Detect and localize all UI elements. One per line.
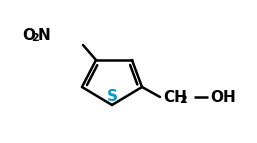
Text: S: S — [106, 89, 117, 104]
Text: O: O — [22, 27, 35, 42]
Text: N: N — [38, 27, 51, 42]
Text: 2: 2 — [179, 95, 187, 105]
Text: CH: CH — [163, 90, 187, 105]
Text: OH: OH — [210, 90, 236, 105]
Text: 2: 2 — [31, 33, 39, 43]
